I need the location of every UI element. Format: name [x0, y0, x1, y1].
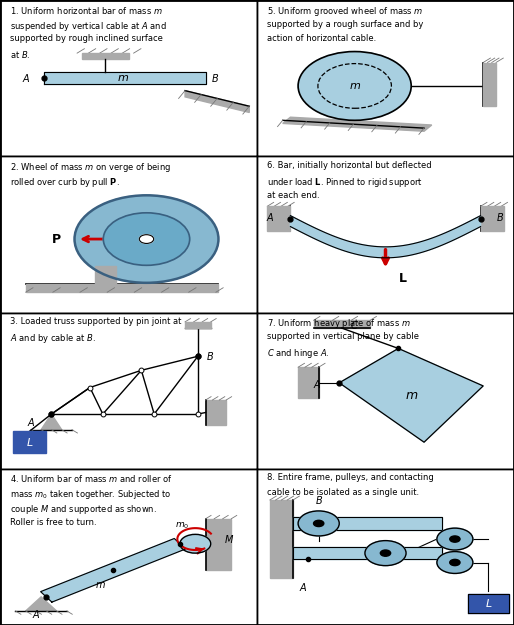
Text: $m$: $m$ — [95, 580, 106, 590]
Polygon shape — [26, 597, 57, 611]
Text: $m$: $m$ — [348, 81, 361, 91]
Polygon shape — [270, 500, 293, 578]
Text: supported by a rough surface and by: supported by a rough surface and by — [267, 19, 424, 29]
Text: 8. Entire frame, pulleys, and contacting: 8. Entire frame, pulleys, and contacting — [267, 474, 434, 482]
Text: $B$: $B$ — [496, 211, 504, 223]
Text: under load $\mathbf{L}$. Pinned to rigid support: under load $\mathbf{L}$. Pinned to rigid… — [267, 176, 423, 189]
Polygon shape — [41, 414, 62, 430]
Text: $m$: $m$ — [117, 73, 130, 83]
Text: action of horizontal cable.: action of horizontal cable. — [267, 34, 377, 43]
Circle shape — [103, 213, 190, 265]
Polygon shape — [95, 266, 116, 284]
Text: 2. Wheel of mass $m$ on verge of being: 2. Wheel of mass $m$ on verge of being — [10, 161, 171, 174]
Text: at each end.: at each end. — [267, 191, 320, 199]
Text: 4. Uniform bar of mass $m$ and roller of: 4. Uniform bar of mass $m$ and roller of — [10, 474, 173, 484]
Circle shape — [437, 528, 473, 550]
Text: $A$: $A$ — [32, 608, 40, 620]
Polygon shape — [314, 320, 370, 328]
Polygon shape — [206, 400, 226, 425]
Text: supported in vertical plane by cable: supported in vertical plane by cable — [267, 332, 419, 341]
Polygon shape — [483, 62, 496, 106]
Text: $m_0$: $m_0$ — [175, 521, 190, 531]
Text: $m$: $m$ — [405, 389, 418, 402]
Text: $L$: $L$ — [26, 436, 33, 448]
Circle shape — [365, 541, 406, 566]
Text: 1. Uniform horizontal bar of mass $m$: 1. Uniform horizontal bar of mass $m$ — [10, 4, 163, 16]
Text: mass $m_0$ taken together. Subjected to: mass $m_0$ taken together. Subjected to — [10, 488, 172, 501]
Text: cable to be isolated as a single unit.: cable to be isolated as a single unit. — [267, 488, 419, 498]
Text: $M$: $M$ — [224, 533, 234, 545]
Text: 6. Bar, initially horizontal but deflected: 6. Bar, initially horizontal but deflect… — [267, 161, 432, 170]
Text: $C$ and hinge $A$.: $C$ and hinge $A$. — [267, 347, 329, 360]
Text: supported by rough inclined surface: supported by rough inclined surface — [10, 34, 163, 43]
Polygon shape — [283, 118, 432, 131]
Polygon shape — [290, 216, 481, 258]
Text: $B$: $B$ — [315, 494, 323, 506]
Circle shape — [314, 520, 324, 526]
Polygon shape — [267, 206, 290, 231]
Text: $B$: $B$ — [206, 350, 214, 362]
Text: $L$: $L$ — [485, 597, 492, 609]
Text: $A$: $A$ — [266, 211, 275, 223]
Polygon shape — [82, 53, 128, 59]
Polygon shape — [293, 547, 442, 559]
Circle shape — [437, 551, 473, 574]
Text: $C$: $C$ — [350, 319, 358, 331]
Circle shape — [180, 534, 211, 553]
Text: $\mathbf{L}$: $\mathbf{L}$ — [398, 272, 408, 285]
Polygon shape — [339, 349, 483, 442]
Text: Roller is free to turn.: Roller is free to turn. — [10, 518, 97, 527]
Text: $A$: $A$ — [27, 416, 36, 428]
Polygon shape — [468, 594, 509, 612]
Polygon shape — [26, 284, 218, 292]
Circle shape — [75, 195, 218, 282]
Text: $\mathbf{P}$: $\mathbf{P}$ — [51, 232, 62, 246]
Text: $A$: $A$ — [313, 378, 321, 391]
Text: $B$: $B$ — [211, 72, 219, 84]
Text: rolled over curb by pull $\mathbf{P}$.: rolled over curb by pull $\mathbf{P}$. — [10, 176, 120, 189]
Polygon shape — [481, 206, 504, 231]
Text: 5. Uniform grooved wheel of mass $m$: 5. Uniform grooved wheel of mass $m$ — [267, 4, 424, 18]
Circle shape — [450, 559, 460, 566]
Polygon shape — [206, 519, 231, 570]
Polygon shape — [44, 72, 206, 84]
Circle shape — [298, 511, 339, 536]
Polygon shape — [185, 91, 249, 112]
Text: $A$ and by cable at $B$.: $A$ and by cable at $B$. — [10, 332, 96, 345]
Circle shape — [380, 550, 391, 556]
Circle shape — [298, 51, 411, 120]
Text: at $B$.: at $B$. — [10, 49, 31, 60]
Polygon shape — [41, 539, 186, 602]
Text: 3. Loaded truss supported by pin joint at: 3. Loaded truss supported by pin joint a… — [10, 317, 181, 326]
Text: couple $M$ and supported as shown.: couple $M$ and supported as shown. — [10, 503, 157, 516]
Text: suspended by vertical cable at $A$ and: suspended by vertical cable at $A$ and — [10, 19, 167, 32]
Text: $A$: $A$ — [22, 72, 31, 84]
Polygon shape — [298, 367, 319, 399]
Polygon shape — [13, 431, 46, 453]
Circle shape — [139, 234, 154, 243]
Circle shape — [450, 536, 460, 542]
Polygon shape — [185, 322, 211, 328]
Text: $A$: $A$ — [299, 581, 307, 593]
Text: 7. Uniform heavy plate of mass $m$: 7. Uniform heavy plate of mass $m$ — [267, 317, 411, 330]
Polygon shape — [293, 518, 442, 530]
